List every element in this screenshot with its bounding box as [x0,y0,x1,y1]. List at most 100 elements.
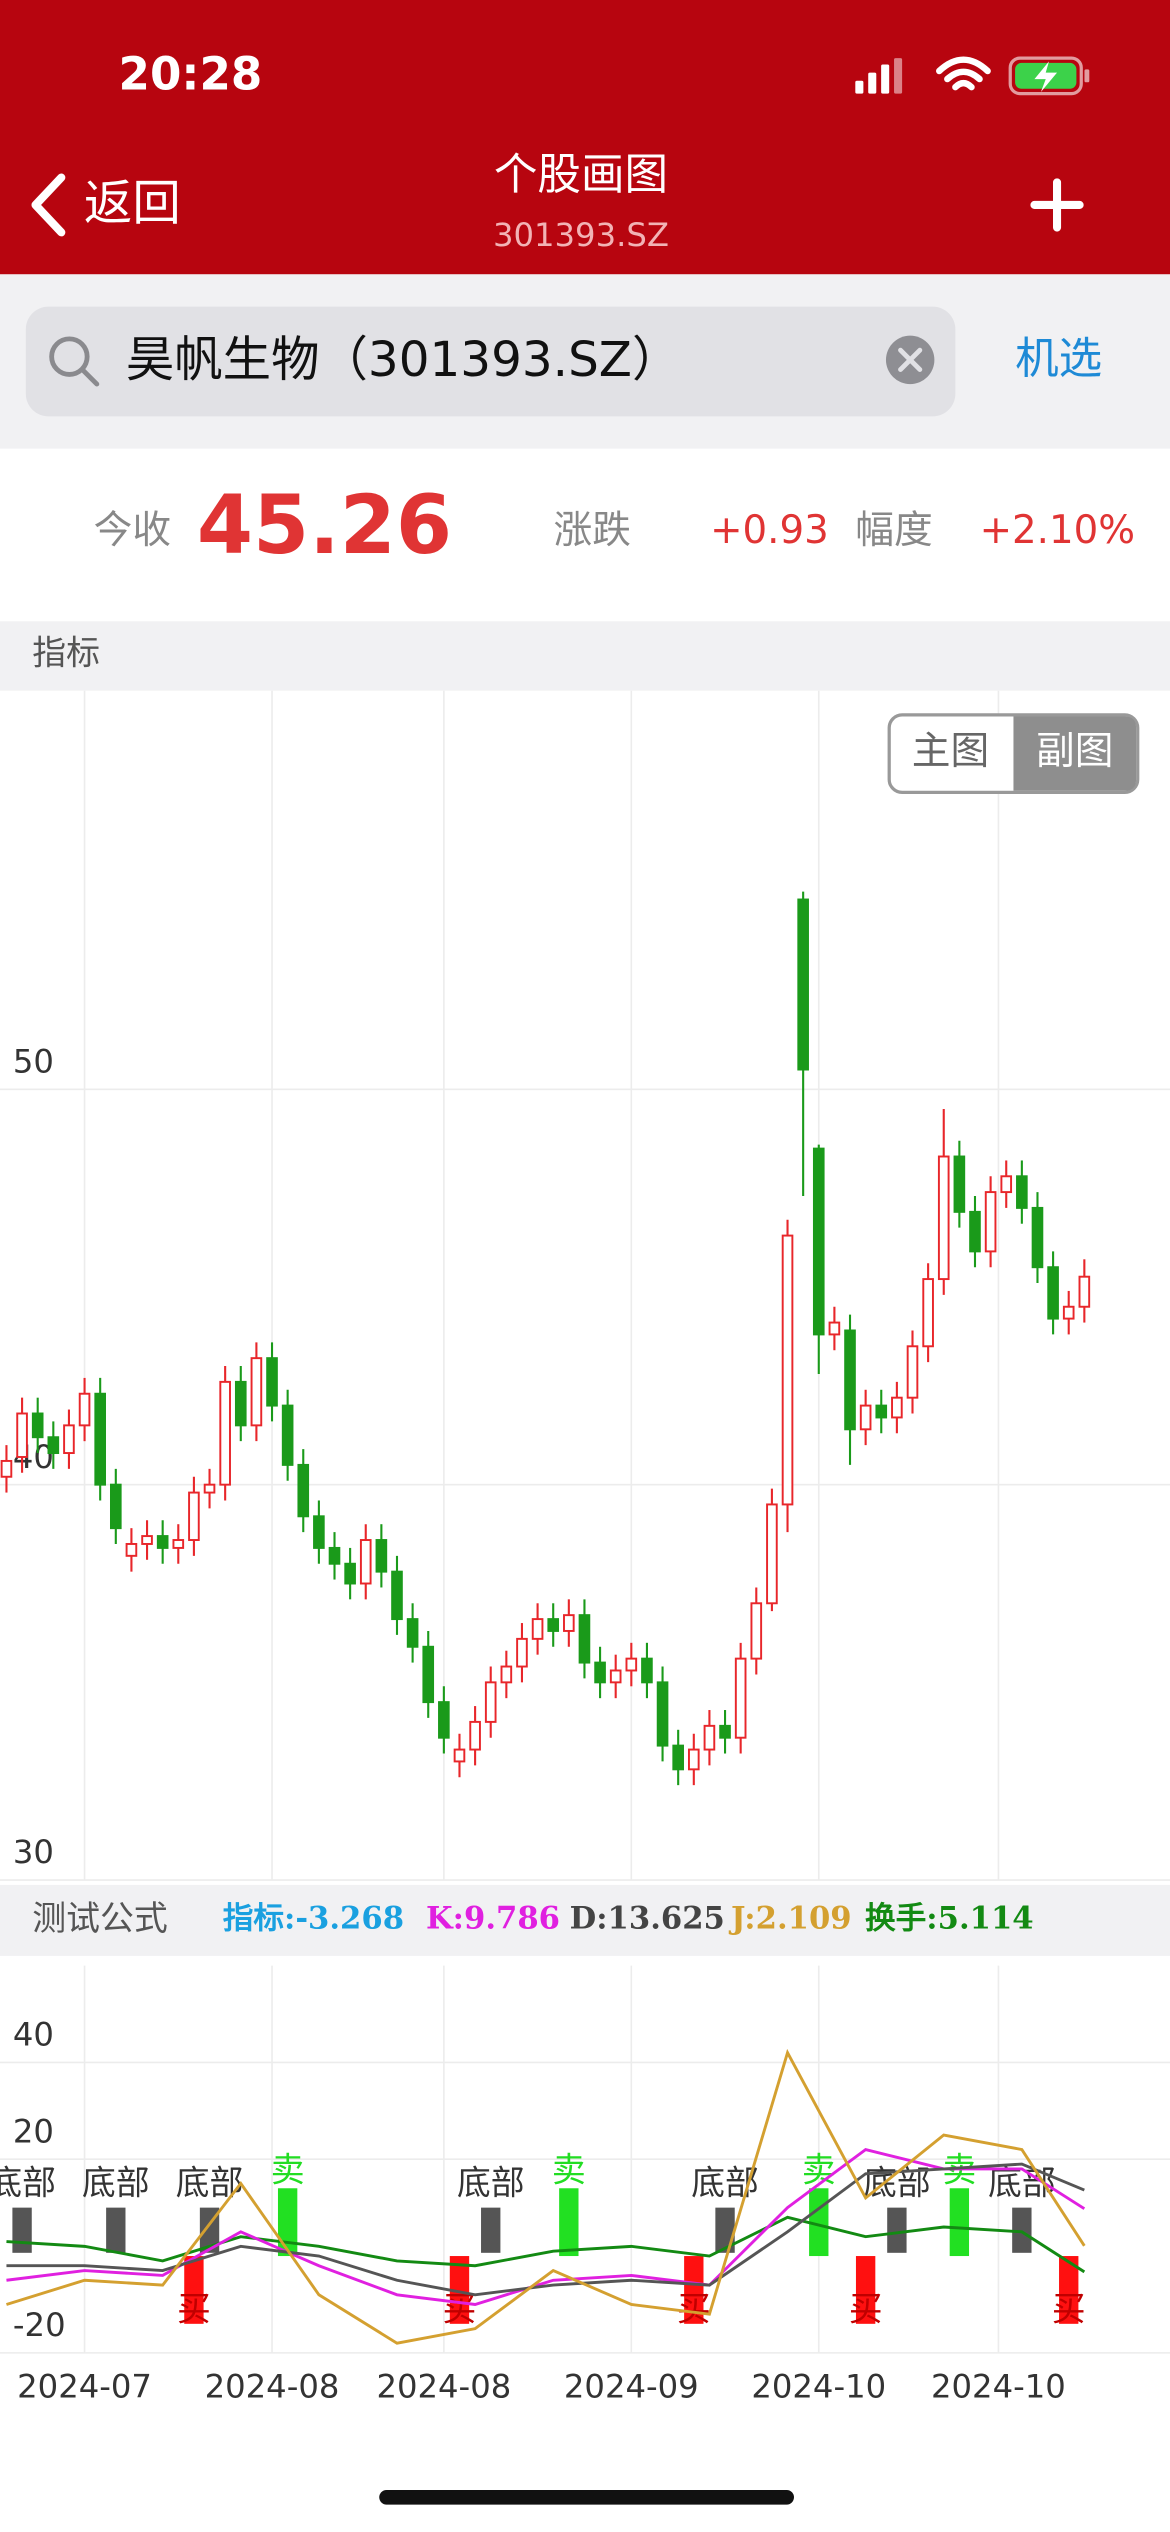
candle-body [687,1748,700,1771]
candle-body [234,1380,247,1427]
signal-label: 卖 [271,2151,305,2190]
legend-bg [0,1884,1170,1956]
signal-bar [481,2207,501,2253]
candle-body [109,1483,122,1530]
indicator-line [6,2147,1086,2306]
candle-body [625,1657,638,1672]
signal-bar [1059,2256,1079,2324]
signal-bar [449,2256,470,2324]
y-tick-label: 20 [13,2112,54,2150]
candle-body [984,1191,997,1253]
candle-body [937,1155,950,1281]
section-label: 指标 [32,634,100,673]
y-tick-label: 50 [13,1042,54,1080]
signal-bar [855,2256,876,2324]
close-price: 45.26 [197,479,452,573]
signal-label: 买 [677,2289,711,2328]
candle-body [875,1404,888,1419]
candle-body [297,1463,310,1518]
candle-body [594,1661,606,1684]
search-icon [49,336,100,387]
x-tick-label: 2024-09 [564,2367,699,2405]
y-tick-label: -20 [13,2306,66,2344]
x-tick-label: 2024-10 [751,2367,886,2405]
signal-label: 买 [1052,2289,1086,2328]
candle-body [188,1491,200,1541]
status-time: 20:28 [119,47,263,100]
candle-body [172,1539,185,1549]
candle-body [1062,1305,1075,1320]
add-button[interactable] [1030,178,1084,232]
candle-body [16,1412,28,1458]
header-bg [0,0,1170,275]
toggle-main[interactable]: 主图 [912,729,989,774]
candle-body [359,1539,372,1585]
auto-select-button[interactable]: 机选 [1015,334,1102,384]
candle-body [516,1637,528,1668]
clear-button[interactable] [885,335,935,385]
signal-label: 底部 [457,2164,525,2203]
candle-body [641,1657,653,1684]
back-button[interactable]: 返回 [31,173,181,237]
x-tick-label: 2024-10 [931,2367,1066,2405]
chart-toggle[interactable]: 主图 副图 [887,713,1140,794]
y-tick-label: 40 [13,2016,54,2054]
candle-body [563,1614,575,1632]
section-bg [0,621,1170,691]
candle-body [203,1483,216,1494]
candle-body [469,1720,481,1751]
back-label[interactable]: 返回 [84,176,181,232]
candle-body [750,1602,763,1660]
x-tick-label: 2024-08 [376,2367,511,2405]
signal-label: 卖 [552,2151,586,2190]
signal-bar [184,2256,204,2324]
candle-body [672,1744,684,1771]
pct-value: +2.10% [980,508,1135,553]
candle-body [969,1210,981,1253]
legend-entry: K:9.786 [426,1900,560,1936]
candle-body [266,1357,278,1407]
candle-body [844,1329,856,1431]
candle-body [344,1562,356,1585]
candle-body [719,1724,731,1739]
signal-bar [887,2207,907,2253]
signal-icon [855,58,903,94]
candle-body [94,1392,106,1486]
change-value: +0.93 [710,508,829,553]
signal-label: 底部 [82,2164,150,2203]
candle-body [375,1539,388,1573]
candle-body [1000,1175,1013,1194]
candle-body [1031,1206,1044,1269]
candle-body [328,1546,341,1565]
candle-body [828,1321,841,1336]
home-indicator [379,2490,794,2505]
candle-body [703,1724,716,1751]
y-tick-label: 30 [13,1833,54,1871]
candle-body [781,1234,794,1506]
candle-body [859,1404,872,1431]
candle-body [1078,1275,1091,1308]
toggle-sub[interactable]: 副图 [1036,729,1113,774]
candle-body [953,1155,966,1213]
candle-body [1047,1266,1059,1320]
signal-bar [106,2207,126,2253]
candle-body [47,1436,60,1455]
pct-label: 幅度 [855,508,932,553]
candle-body [1016,1175,1028,1209]
change-label: 涨跌 [554,508,631,553]
legend-entry: 指标:-3.268 [223,1900,404,1936]
candle-body [531,1618,544,1640]
candle-body [891,1396,903,1419]
signal-bar [684,2256,704,2324]
candle-body [906,1345,919,1399]
candle-body [438,1701,450,1739]
search-query[interactable]: 昊帆生物（301393.SZ） [126,332,681,388]
search-field[interactable] [25,306,956,417]
candle-body [734,1657,747,1739]
indicator-line [6,2162,1085,2297]
signal-label: 底部 [0,2164,56,2203]
